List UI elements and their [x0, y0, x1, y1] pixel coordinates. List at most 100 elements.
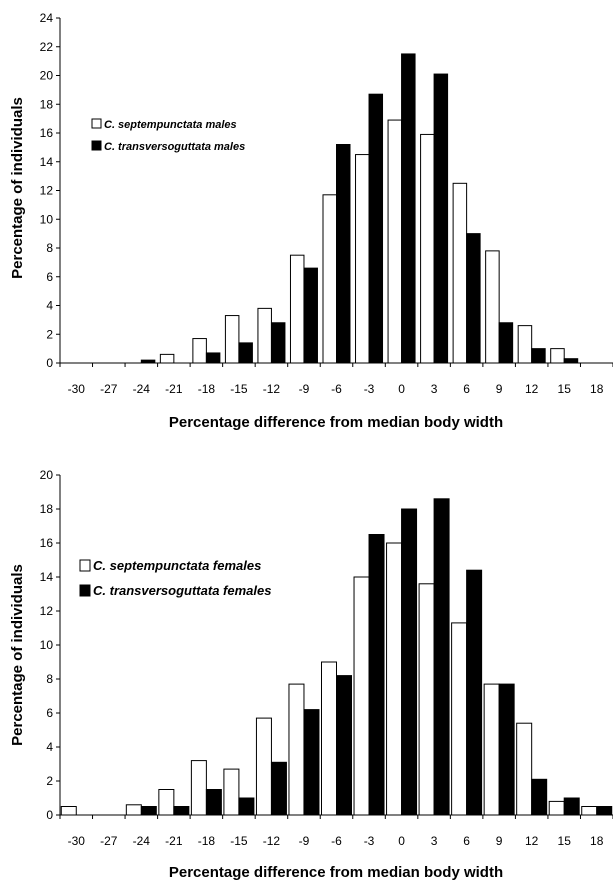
- y-tick-label: 14: [40, 155, 54, 169]
- y-tick-label: 2: [46, 327, 53, 341]
- x-tick-label: -3: [364, 834, 375, 848]
- bar-transversoguttata: [433, 498, 450, 816]
- legend: C. septempunctata females C. transversog…: [79, 558, 271, 598]
- bar-transversoguttata: [368, 93, 384, 364]
- x-tick-label: -6: [331, 382, 342, 396]
- x-tick-label: 15: [558, 834, 572, 848]
- y-tick-label: 10: [40, 638, 54, 652]
- bar-transversoguttata: [498, 322, 514, 364]
- bar-septempunctata: [550, 348, 565, 364]
- x-tick-label: -3: [364, 382, 375, 396]
- x-tick-label: -27: [100, 382, 118, 396]
- y-tick-label: 4: [46, 299, 53, 313]
- legend-label-transversoguttata: C. transversoguttata males: [104, 141, 245, 153]
- y-tick-label: 6: [46, 270, 53, 284]
- x-tick-label: 0: [398, 834, 405, 848]
- bar-septempunctata: [516, 722, 533, 816]
- x-tick-label: 12: [525, 382, 539, 396]
- y-tick-label: 0: [46, 808, 53, 822]
- y-tick-label: 16: [40, 536, 54, 550]
- bar-transversoguttata: [498, 683, 515, 816]
- legend-label-septempunctata: C. septempunctata females: [93, 558, 261, 573]
- bar-septempunctata: [255, 717, 272, 816]
- y-tick-label: 24: [40, 11, 54, 25]
- bar-transversoguttata: [531, 348, 546, 364]
- x-tick-label: -15: [230, 834, 248, 848]
- bar-transversoguttata: [140, 806, 157, 816]
- x-tick-label: 3: [431, 834, 438, 848]
- bar-septempunctata: [190, 760, 207, 816]
- y-tick-label: 14: [40, 570, 54, 584]
- chart-males: Percentage of individuals Percentage dif…: [9, 11, 613, 431]
- x-tick-label: -18: [198, 834, 216, 848]
- bar-septempunctata: [418, 583, 435, 816]
- bar-septempunctata: [483, 683, 500, 816]
- x-tick-label: 15: [558, 382, 572, 396]
- x-tick-label: 9: [496, 834, 503, 848]
- bar-transversoguttata: [303, 709, 320, 816]
- bar-transversoguttata: [401, 53, 416, 364]
- legend-swatch-septempunctata: [91, 118, 102, 129]
- y-tick-label: 18: [40, 502, 54, 516]
- x-tick-label: -12: [263, 834, 281, 848]
- bar-septempunctata: [420, 133, 435, 364]
- x-tick-label: -15: [230, 382, 248, 396]
- y-tick-label: 2: [46, 774, 53, 788]
- bar-septempunctata: [60, 806, 77, 816]
- x-tick-label: -30: [68, 834, 86, 848]
- bar-septempunctata: [452, 182, 468, 364]
- bar-septempunctata: [386, 542, 403, 816]
- x-tick-label: -24: [133, 834, 151, 848]
- bar-transversoguttata: [336, 675, 352, 816]
- bar-transversoguttata: [596, 806, 613, 816]
- y-tick-label: 0: [46, 356, 53, 370]
- bar-septempunctata: [125, 804, 142, 816]
- bar-septempunctata: [322, 194, 337, 364]
- y-tick-label: 10: [40, 212, 54, 226]
- y-tick-label: 20: [40, 69, 54, 83]
- y-tick-label: 12: [40, 604, 54, 618]
- bar-septempunctata: [355, 154, 370, 364]
- x-tick-label: 12: [525, 834, 539, 848]
- y-tick-label: 8: [46, 241, 53, 255]
- x-axis-title: Percentage difference from median body w…: [169, 864, 503, 881]
- legend-label-transversoguttata: C. transversoguttata females: [93, 583, 271, 598]
- x-tick-label: -21: [165, 834, 183, 848]
- bar-septempunctata: [257, 307, 272, 364]
- bar-transversoguttata: [531, 778, 548, 816]
- bar-transversoguttata: [401, 508, 418, 816]
- y-tick-label: 22: [40, 40, 54, 54]
- bar-transversoguttata: [433, 73, 449, 364]
- bar-septempunctata: [158, 789, 175, 816]
- bar-septempunctata: [581, 806, 598, 816]
- x-tick-label: -24: [133, 382, 151, 396]
- bar-transversoguttata: [303, 267, 318, 364]
- x-tick-label: 0: [398, 382, 405, 396]
- x-tick-label: 3: [431, 382, 438, 396]
- bar-septempunctata: [192, 338, 207, 364]
- x-tick-label: 9: [496, 382, 503, 396]
- bar-septempunctata: [517, 325, 533, 364]
- bar-septempunctata: [485, 250, 500, 364]
- x-tick-label: -30: [68, 382, 86, 396]
- bar-transversoguttata: [205, 789, 222, 816]
- y-axis-title: Percentage of individuals: [9, 564, 26, 746]
- bar-transversoguttata: [466, 569, 483, 816]
- x-tick-label: 18: [590, 834, 604, 848]
- bar-transversoguttata: [238, 797, 255, 816]
- bar-transversoguttata: [238, 342, 253, 364]
- bar-transversoguttata: [270, 322, 286, 364]
- x-tick-label: 6: [463, 382, 470, 396]
- x-tick-label: -12: [263, 382, 281, 396]
- x-axis-title: Percentage difference from median body w…: [169, 414, 503, 431]
- x-tick-label: -9: [299, 834, 310, 848]
- y-tick-label: 16: [40, 126, 54, 140]
- bar-transversoguttata: [270, 761, 287, 816]
- bar-septempunctata: [321, 661, 337, 816]
- legend: C. septempunctata males C. transversogut…: [91, 118, 245, 153]
- bar-transversoguttata: [205, 352, 221, 364]
- bar-transversoguttata: [563, 358, 579, 364]
- x-tick-label: 6: [463, 834, 470, 848]
- bar-transversoguttata: [563, 797, 580, 816]
- bar-septempunctata: [223, 768, 240, 816]
